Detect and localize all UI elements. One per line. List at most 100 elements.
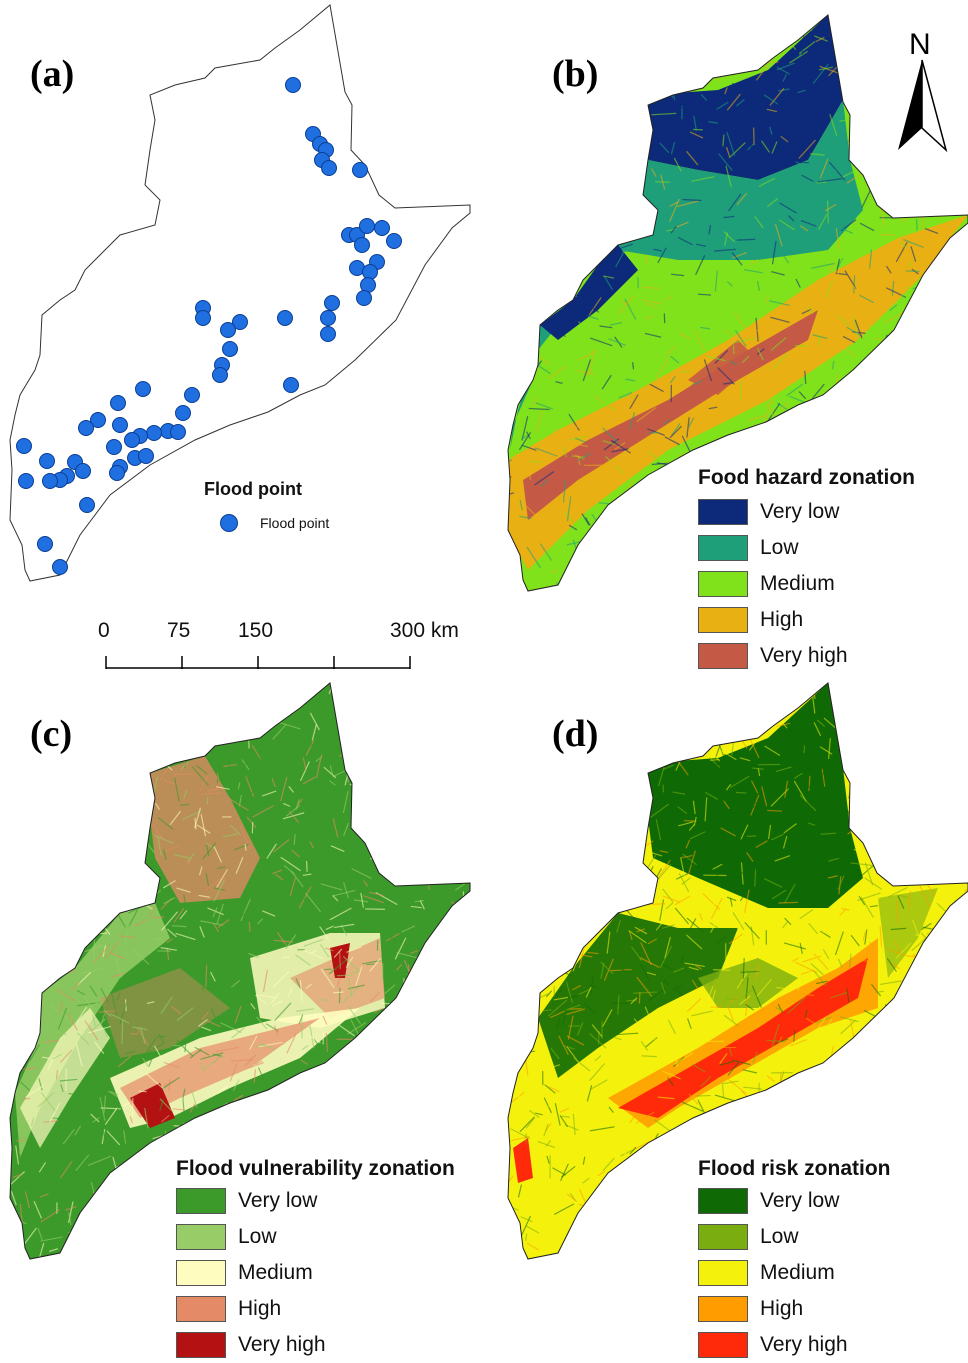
raster-texture: [64, 865, 75, 874]
raster-texture: [115, 686, 125, 693]
raster-texture: [873, 1090, 884, 1094]
flood-point-marker: [113, 418, 128, 433]
raster-texture: [898, 1243, 915, 1258]
raster-texture: [642, 1174, 653, 1194]
raster-texture: [609, 97, 612, 119]
raster-texture: [617, 1190, 625, 1208]
raster-texture: [581, 790, 587, 796]
scale-tick-0: 0: [98, 619, 110, 643]
raster-texture: [109, 743, 125, 748]
raster-texture: [937, 1056, 951, 1058]
raster-texture: [379, 700, 402, 701]
raster-texture: [857, 812, 876, 820]
panel-label-a: (a): [30, 52, 74, 96]
raster-texture: [635, 532, 640, 550]
raster-texture: [731, 22, 735, 38]
raster-texture: [581, 107, 583, 119]
raster-texture: [690, 1144, 712, 1151]
flood-point-marker: [176, 406, 191, 421]
raster-texture: [959, 380, 961, 387]
raster-texture: [453, 838, 459, 839]
raster-texture: [466, 1161, 468, 1167]
raster-texture: [423, 785, 427, 798]
flood-point-marker: [355, 238, 370, 253]
raster-texture: [900, 1225, 905, 1232]
raster-texture: [524, 66, 534, 70]
raster-texture: [808, 422, 816, 431]
raster-texture: [71, 778, 94, 784]
hazard-legend-item: Very low: [698, 494, 915, 530]
raster-texture: [385, 1135, 399, 1149]
raster-texture: [636, 1259, 642, 1264]
raster-texture: [168, 687, 185, 695]
raster-texture: [43, 938, 64, 939]
raster-texture: [536, 974, 540, 990]
raster-texture: [798, 406, 801, 417]
raster-texture: [877, 173, 878, 184]
raster-texture: [94, 722, 108, 731]
raster-texture: [898, 1030, 912, 1046]
raster-texture: [909, 426, 932, 432]
raster-texture: [802, 407, 807, 420]
raster-texture: [578, 106, 590, 111]
raster-texture: [727, 999, 737, 1000]
raster-texture: [906, 456, 910, 463]
raster-texture: [850, 451, 856, 459]
raster-texture: [911, 1001, 926, 1018]
raster-texture: [513, 241, 514, 249]
raster-texture: [943, 1150, 954, 1152]
raster-texture: [60, 827, 67, 841]
raster-texture: [918, 854, 920, 867]
raster-texture: [930, 394, 944, 413]
raster-texture: [544, 925, 547, 933]
hazard-legend-item: High: [698, 602, 915, 638]
raster-texture: [954, 1123, 965, 1135]
raster-texture: [921, 1083, 932, 1094]
raster-texture: [430, 827, 442, 832]
raster-texture: [894, 714, 913, 725]
raster-texture: [516, 1055, 519, 1063]
raster-texture: [417, 1050, 441, 1052]
raster-texture: [614, 502, 623, 504]
raster-texture: [705, 709, 728, 710]
raster-texture: [938, 1190, 946, 1198]
raster-texture: [920, 1100, 929, 1110]
raster-texture: [944, 256, 964, 267]
raster-texture: [643, 92, 646, 99]
legend-swatch: [176, 1188, 226, 1214]
risk-legend-item: High: [698, 1291, 891, 1327]
raster-texture: [937, 51, 948, 61]
raster-texture: [86, 757, 87, 767]
raster-texture: [400, 875, 416, 885]
raster-texture: [939, 21, 952, 25]
flood-point-marker: [147, 426, 162, 441]
raster-texture: [927, 810, 940, 815]
raster-texture: [49, 931, 59, 937]
raster-texture: [914, 855, 921, 870]
raster-texture: [11, 1209, 15, 1221]
raster-texture: [571, 813, 576, 832]
legend-label: High: [760, 1297, 803, 1321]
raster-texture: [953, 1062, 961, 1070]
raster-texture: [957, 814, 958, 825]
raster-texture: [311, 1108, 321, 1126]
raster-texture: [795, 1103, 816, 1110]
raster-texture: [590, 916, 606, 919]
raster-texture: [76, 745, 81, 750]
raster-texture: [459, 965, 466, 977]
raster-texture: [590, 803, 598, 815]
raster-texture: [461, 1023, 463, 1039]
raster-texture: [633, 577, 639, 590]
raster-texture: [171, 697, 176, 716]
raster-texture: [303, 1078, 304, 1101]
raster-texture: [12, 1076, 18, 1079]
flood-point-marker: [278, 311, 293, 326]
raster-texture: [636, 6, 638, 20]
raster-texture: [580, 568, 594, 574]
raster-texture: [681, 1153, 696, 1162]
raster-texture: [521, 757, 525, 766]
raster-texture: [927, 1112, 938, 1118]
raster-texture: [572, 211, 576, 218]
raster-texture: [18, 847, 42, 850]
raster-texture: [606, 1211, 607, 1218]
